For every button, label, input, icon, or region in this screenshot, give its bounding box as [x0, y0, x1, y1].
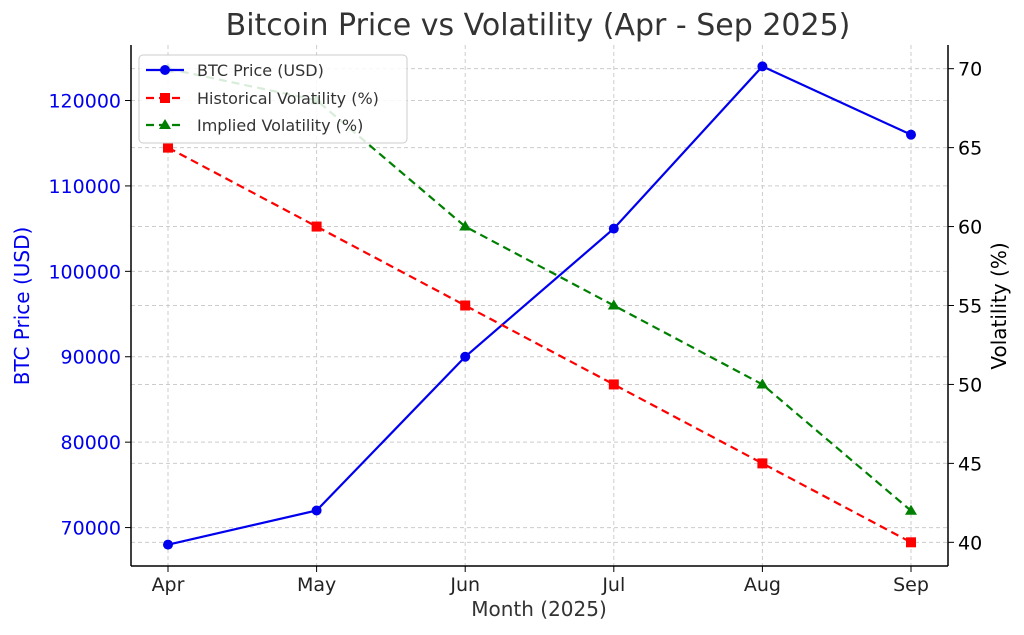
legend-label-implied: Implied Volatility (%) — [197, 116, 363, 135]
legend: BTC Price (USD) Historical Volatility (%… — [138, 54, 408, 144]
point-marker — [906, 129, 916, 140]
point-marker — [757, 61, 768, 72]
y-right-tick-label: 50 — [958, 374, 982, 396]
legend-box — [138, 54, 408, 144]
legend-marker-historical — [160, 93, 170, 103]
series-line-0 — [167, 65, 912, 546]
y-left-tick-label: 110000 — [48, 176, 121, 198]
point-marker — [608, 379, 619, 390]
series-line-2 — [167, 67, 912, 512]
x-tick-label: Sep — [893, 574, 929, 596]
point-marker — [756, 378, 769, 389]
legend-label-btc: BTC Price (USD) — [197, 61, 324, 80]
x-tick-label: Apr — [152, 574, 185, 596]
x-tick-label: May — [297, 574, 336, 596]
y-right-tick-label: 70 — [958, 59, 982, 81]
legend-marker-implied — [159, 119, 171, 129]
point-marker — [607, 299, 620, 310]
x-tick-label: Aug — [744, 574, 781, 596]
point-marker — [460, 351, 471, 362]
legend-marker-btc — [160, 65, 170, 75]
point-marker — [757, 458, 768, 469]
x-axis-label: Month (2025) — [471, 597, 607, 621]
x-tick-label: Jun — [449, 574, 480, 596]
y-left-tick-label: 80000 — [61, 432, 121, 454]
legend-item-btc: BTC Price (USD) — [146, 61, 324, 80]
point-marker — [608, 223, 619, 234]
series-line-1 — [167, 146, 912, 544]
y-right-tick-label: 55 — [958, 296, 982, 318]
point-marker — [311, 505, 322, 516]
point-marker — [163, 142, 173, 153]
legend-item-historical: Historical Volatility (%) — [146, 89, 379, 108]
point-marker — [906, 537, 916, 548]
point-marker — [459, 220, 472, 231]
y-right-tick-label: 65 — [958, 138, 982, 160]
x-tick-label: Jul — [601, 574, 625, 596]
y-left-tick-label: 90000 — [61, 347, 121, 369]
point-marker — [905, 504, 917, 515]
y-left-tick-label: 120000 — [48, 91, 121, 113]
y-right-tick-label: 40 — [958, 532, 982, 554]
point-marker — [460, 300, 471, 311]
y-right-tick-label: 60 — [958, 217, 982, 239]
legend-label-historical: Historical Volatility (%) — [197, 89, 379, 108]
y-right-tick-label: 45 — [958, 453, 982, 475]
legend-item-implied: Implied Volatility (%) — [146, 116, 363, 135]
point-marker — [311, 221, 322, 232]
point-marker — [163, 539, 173, 550]
y-axis-right-label: Volatility (%) — [987, 242, 1011, 369]
y-left-tick-label: 100000 — [48, 261, 121, 283]
y-axis-left-label: BTC Price (USD) — [10, 227, 34, 386]
y-left-tick-label: 70000 — [61, 518, 121, 540]
chart-title: Bitcoin Price vs Volatility (Apr - Sep 2… — [226, 8, 851, 43]
ticks: Apr May Jun Jul Aug Sep 70000 80000 90000 100000 1… — [48, 59, 982, 596]
